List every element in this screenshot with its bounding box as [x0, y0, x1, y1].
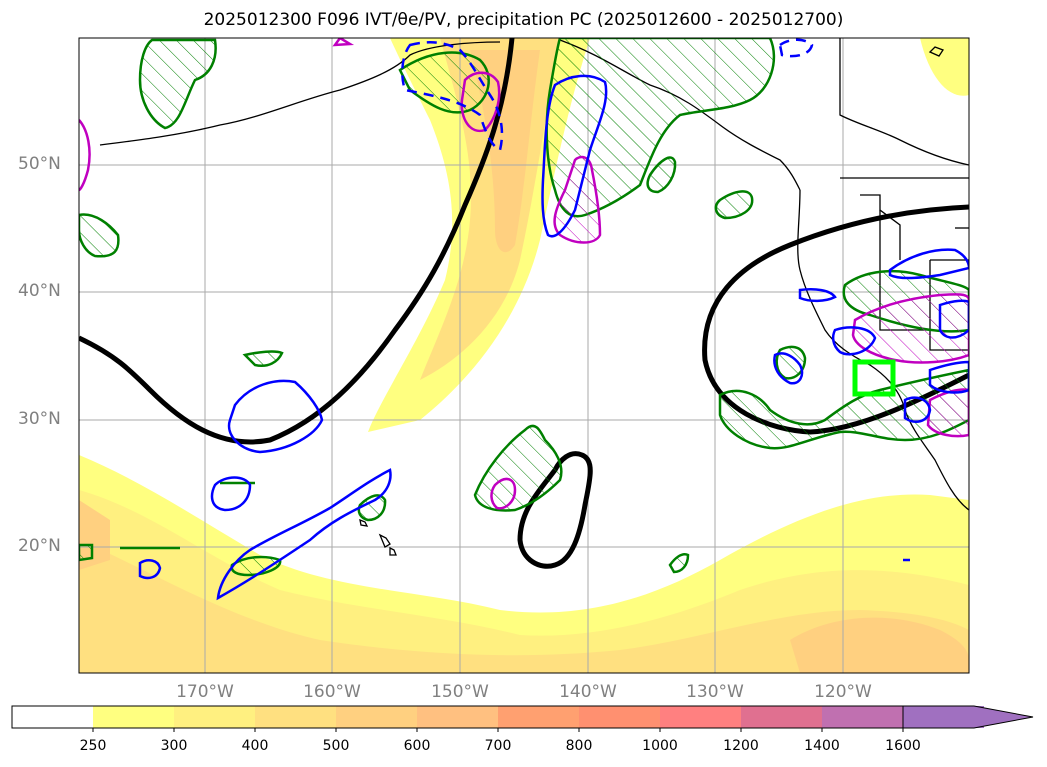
colorbar-segment [255, 706, 336, 728]
ivt-shade-band [79, 540, 969, 673]
theta-e-contour [79, 38, 515, 445]
colorbar-tick-label: 1000 [642, 738, 678, 754]
colorbar-segment [498, 706, 579, 728]
map-title: 2025012300 F096 IVT/θe/PV, precipitation… [203, 10, 844, 30]
colorbar-segment [822, 706, 903, 728]
colorbar-tick-label: 250 [79, 738, 107, 754]
ivt-shade-band [790, 617, 969, 673]
lon-label: 160°W [303, 682, 361, 702]
lon-label: 120°W [814, 682, 872, 702]
lon-label: 140°W [559, 682, 617, 702]
colorbar-frame [11, 705, 903, 729]
colorbar-tick-label: 1200 [723, 738, 759, 754]
lon-label: 130°W [686, 682, 744, 702]
lat-label: 40°N [18, 281, 61, 301]
colorbar-tick-label: 800 [565, 738, 593, 754]
colorbar-segment [336, 706, 417, 728]
colorbar-tick-label: 1400 [804, 738, 840, 754]
colorbar-tick-label: 1600 [885, 738, 921, 754]
colorbar-segment [579, 706, 660, 728]
lon-label: 150°W [431, 682, 489, 702]
colorbar-segment [741, 706, 822, 728]
lat-label: 50°N [18, 154, 61, 174]
colorbar-tick-label: 700 [484, 738, 512, 754]
target-region-box [852, 359, 896, 397]
colorbar-tick-label: 300 [160, 738, 188, 754]
colorbar-tick-label: 600 [403, 738, 431, 754]
lat-label: 30°N [18, 409, 61, 429]
colorbar-segment [660, 706, 741, 728]
colorbar [11, 705, 1034, 732]
colorbar-segment [93, 706, 174, 728]
ivt-shade-plume [470, 50, 540, 253]
pv-blue-contours [138, 38, 969, 601]
colorbar-extend-arrow [902, 705, 1034, 729]
lat-label: 20°N [18, 536, 61, 556]
lon-label: 170°W [176, 682, 234, 702]
colorbar-segment [174, 706, 255, 728]
colorbar-segment [417, 706, 498, 728]
colorbar-tick-label: 500 [322, 738, 350, 754]
map-frame [78, 37, 970, 674]
colorbar-segment [12, 706, 93, 728]
colorbar-tick-label: 400 [241, 738, 269, 754]
